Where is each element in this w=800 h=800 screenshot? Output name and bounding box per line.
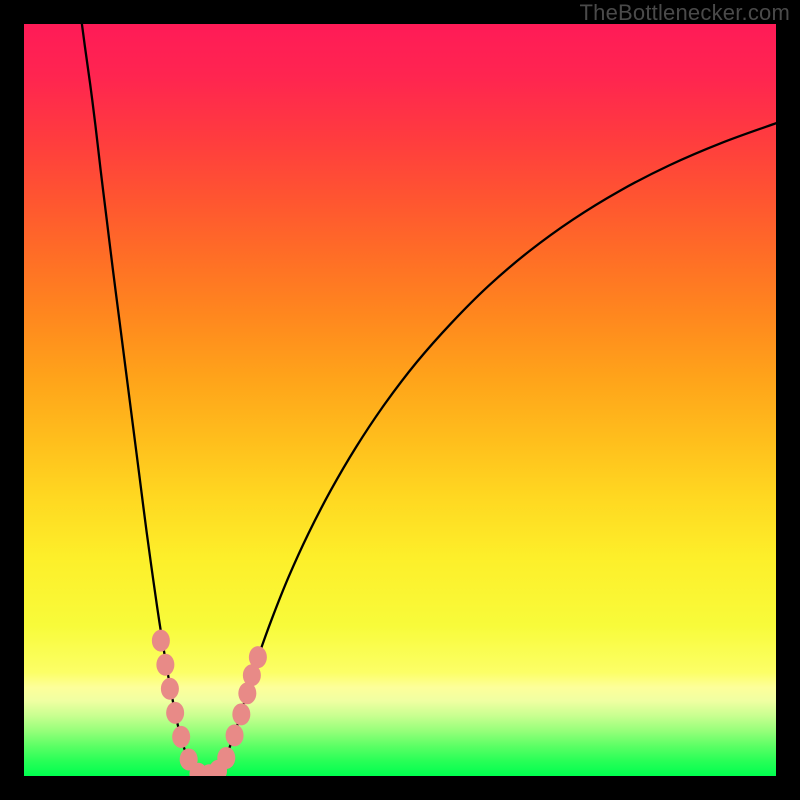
- marker-point: [217, 747, 235, 769]
- marker-point: [152, 630, 170, 652]
- marker-point: [226, 724, 244, 746]
- curve-left-branch: [82, 24, 208, 776]
- plot-area: [24, 24, 776, 776]
- marker-point: [166, 702, 184, 724]
- marker-point: [172, 726, 190, 748]
- marker-point: [156, 654, 174, 676]
- marker-point: [232, 703, 250, 725]
- curve-right-branch: [207, 123, 776, 776]
- chart-frame: TheBottlenecker.com: [0, 0, 800, 800]
- bottleneck-curve-chart: [24, 24, 776, 776]
- watermark-text: TheBottlenecker.com: [580, 0, 790, 26]
- marker-point: [249, 646, 267, 668]
- marker-point: [161, 678, 179, 700]
